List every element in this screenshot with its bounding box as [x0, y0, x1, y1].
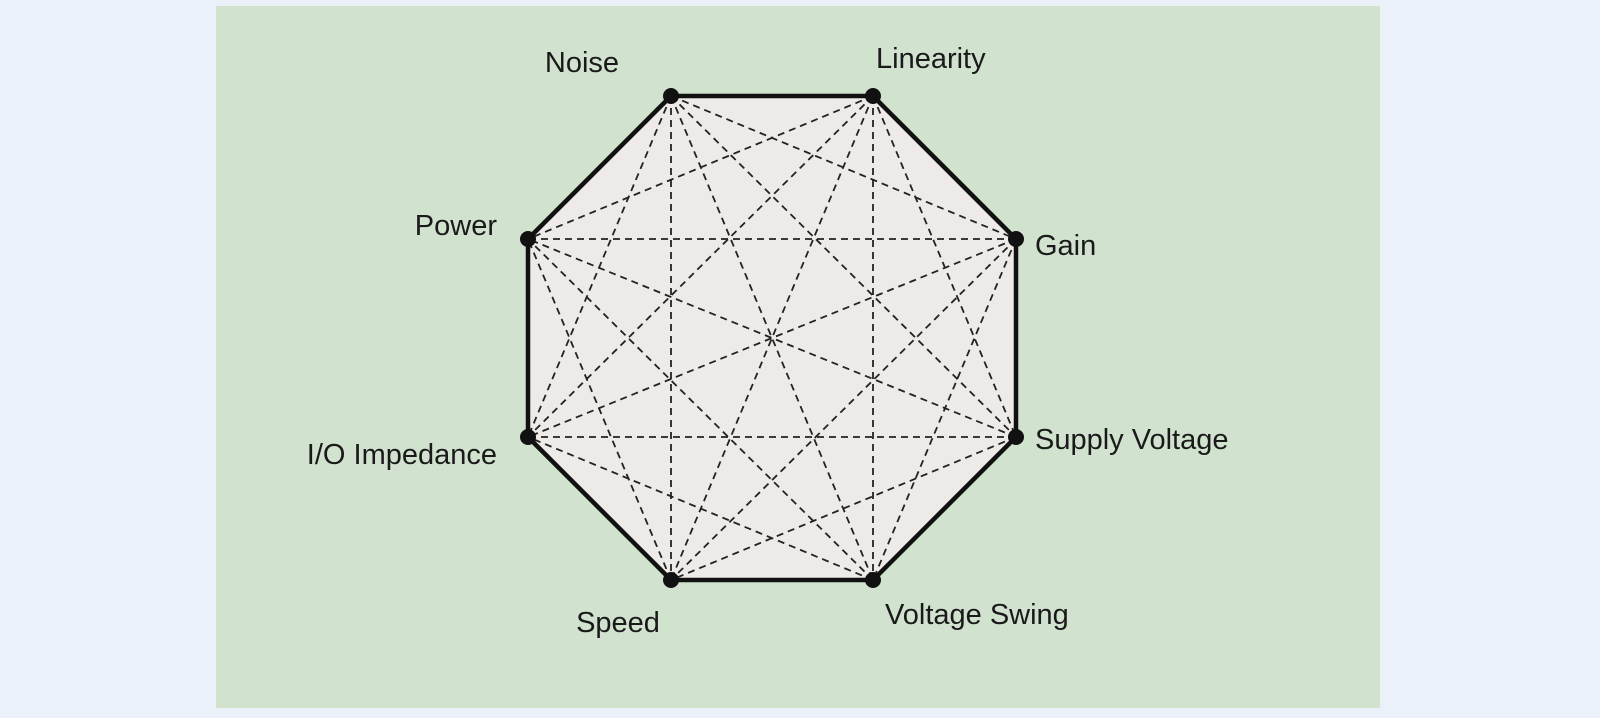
node-marker-supply-voltage: [1008, 429, 1024, 445]
connection-linearity-power: [527, 95, 874, 240]
edge-speed-io-impedance: [526, 435, 673, 582]
node-marker-linearity: [865, 88, 881, 104]
node-marker-power: [520, 231, 536, 247]
node-label-speed: Speed: [576, 607, 660, 639]
connection-voltage-swing-power: [527, 238, 874, 581]
node-label-power: Power: [415, 210, 498, 242]
connection-gain-voltage-swing: [872, 238, 1017, 581]
tradeoff-octagon-diagram: Noise Linearity Gain Supply Voltage Volt…: [307, 43, 1229, 639]
connection-noise-voltage-swing: [670, 95, 874, 581]
connection-supply-voltage-speed: [670, 436, 1017, 581]
node-marker-gain: [1008, 231, 1024, 247]
node-label-gain: Gain: [1035, 230, 1096, 262]
connection-gain-io-impedance: [527, 238, 1017, 438]
node-label-io-impedance: I/O Impedance: [307, 439, 497, 471]
connection-speed-power: [527, 238, 672, 581]
node-marker-voltage-swing: [865, 572, 881, 588]
edge-noise-power: [526, 94, 673, 241]
connection-gain-speed: [670, 238, 1017, 581]
node-marker-io-impedance: [520, 429, 536, 445]
connection-voltage-swing-io-impedance: [527, 436, 874, 581]
octagon-edges: [525, 93, 1019, 583]
node-markers: [520, 88, 1024, 588]
node-label-voltage-swing: Voltage Swing: [885, 599, 1069, 631]
node-label-supply-voltage: Supply Voltage: [1035, 424, 1228, 456]
connection-linearity-supply-voltage: [872, 95, 1017, 438]
connection-linearity-speed: [670, 95, 874, 581]
dashed-connections: [527, 95, 1017, 581]
node-marker-speed: [663, 572, 679, 588]
connection-noise-io-impedance: [527, 95, 672, 438]
node-label-noise: Noise: [545, 47, 619, 79]
edge-supply-voltage-voltage-swing: [871, 435, 1018, 582]
node-label-linearity: Linearity: [876, 43, 986, 75]
connection-supply-voltage-power: [527, 238, 1017, 438]
octagon-area: [528, 96, 1016, 580]
node-marker-noise: [663, 88, 679, 104]
diagram-panel: Noise Linearity Gain Supply Voltage Volt…: [216, 6, 1380, 708]
connection-linearity-io-impedance: [527, 95, 874, 438]
connection-noise-supply-voltage: [670, 95, 1017, 438]
edge-linearity-gain: [871, 94, 1018, 241]
